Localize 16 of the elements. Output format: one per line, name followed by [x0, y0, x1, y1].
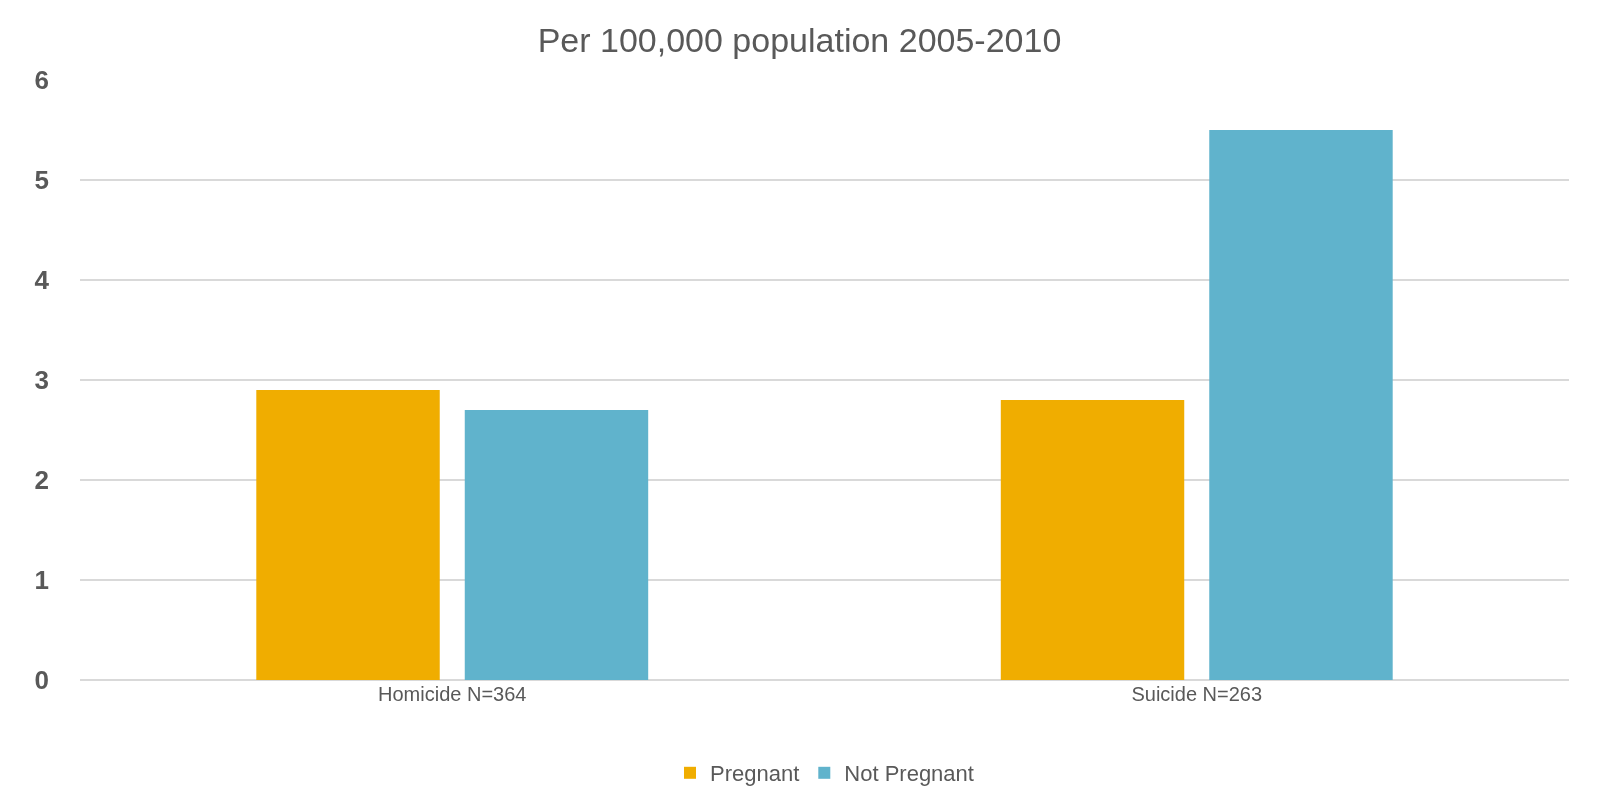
y-tick-label: 5: [34, 165, 49, 196]
x-tick-label: Homicide N=364: [378, 683, 527, 705]
chart-title: Per 100,000 population 2005-2010: [537, 21, 1062, 60]
bar: [1209, 130, 1393, 680]
y-tick-label: 2: [34, 465, 49, 496]
legend-label: Not Pregnant: [844, 761, 974, 787]
y-tick-label: 3: [34, 365, 49, 396]
bar: [1000, 400, 1185, 680]
y-tick-label: 4: [34, 265, 50, 296]
bar: [256, 390, 440, 680]
legend-label: Pregnant: [710, 761, 800, 787]
y-tick-label: 6: [34, 65, 49, 96]
y-tick-label: 0: [34, 665, 49, 696]
x-tick-label: Suicide N=263: [1131, 683, 1263, 705]
y-tick-label: 1: [34, 565, 49, 596]
bar: [464, 410, 649, 680]
